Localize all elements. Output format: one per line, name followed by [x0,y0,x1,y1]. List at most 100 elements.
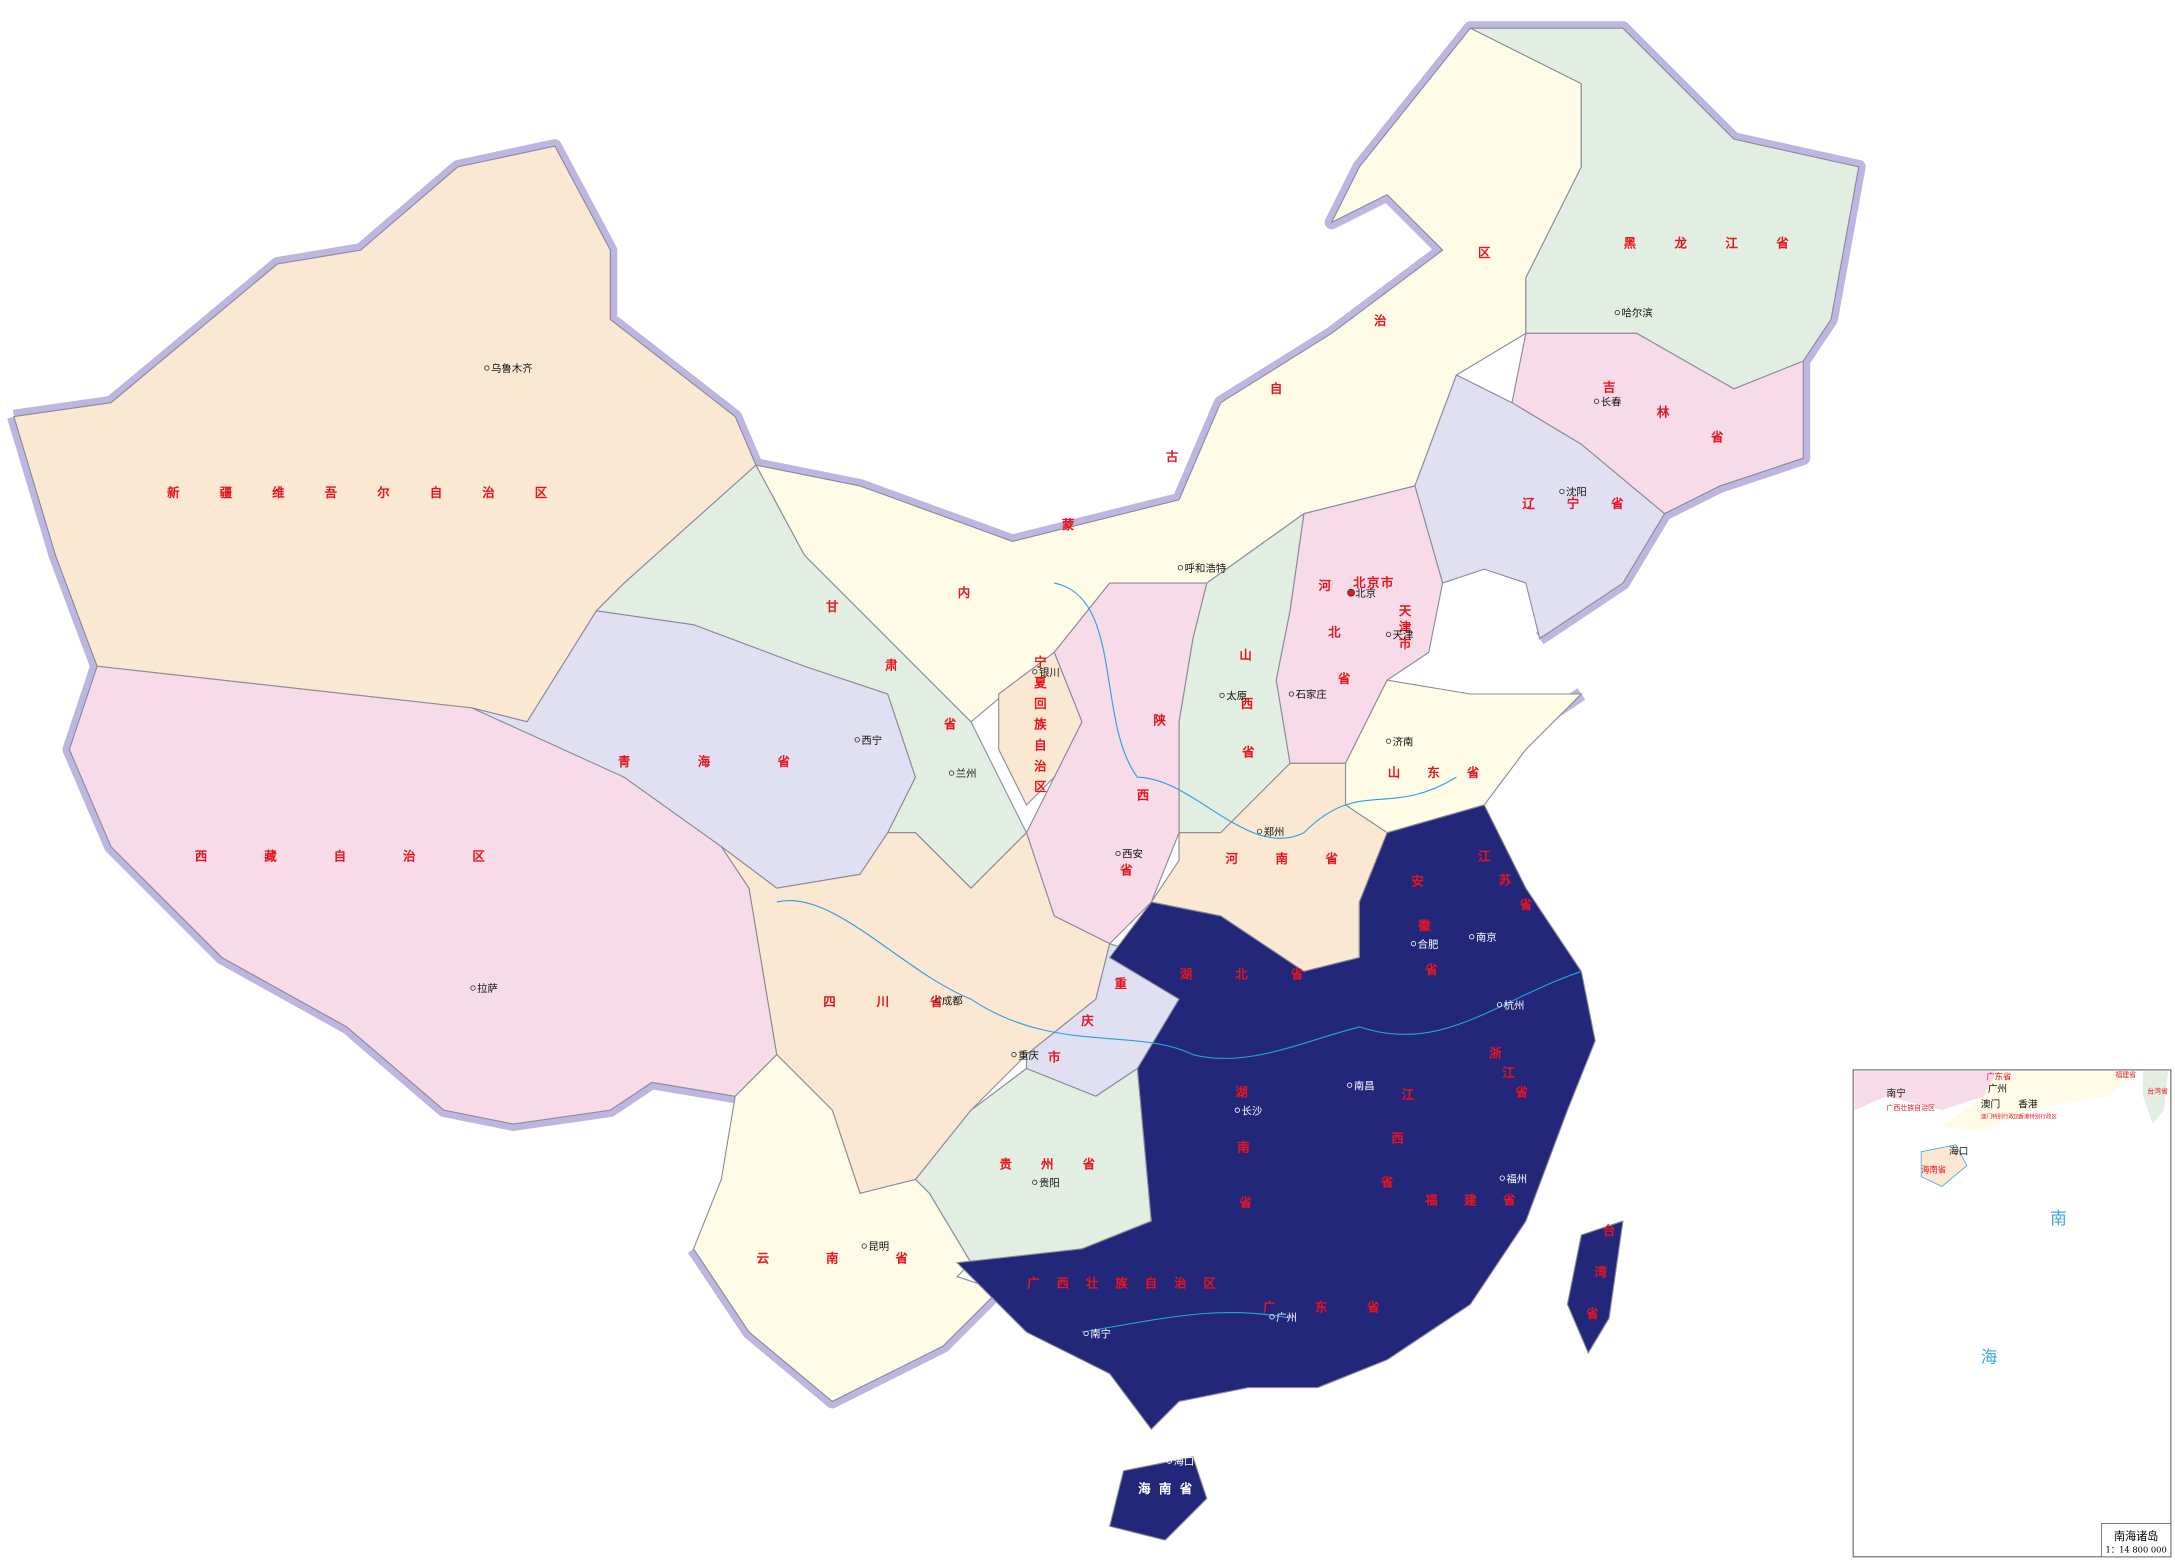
inset-label: 福建省 [2115,1070,2136,1079]
province-label: 福建省 [1424,1192,1516,1207]
city-marker-icon [1385,631,1392,637]
city-marker-icon [854,737,860,743]
inset-title: 南海诸岛 [2114,1529,2158,1543]
inset-label: 广西壮族自治区 [1886,1103,1935,1112]
city-label: 北京 [1355,587,1376,600]
city-label: 沈阳 [1566,486,1587,499]
province-shandong[interactable] [1344,679,1583,834]
province-label: 青海省 [618,754,791,769]
province-label: 山东省 [1388,765,1480,780]
city-marker-icon [1115,850,1121,857]
city-label: 西安 [1122,848,1143,861]
inset-label: 香港特别行政区 [2018,1112,2057,1120]
inset-label: 澳门 [1981,1097,2000,1110]
city-label: 呼和浩特 [1185,563,1227,575]
province-label: 河南省 [1226,851,1339,866]
city-label: 济南 [1393,735,1414,748]
city-marker-icon [1496,1002,1503,1008]
city-label: 合肥 [1418,938,1439,951]
city-marker-icon [1011,1052,1017,1058]
city-marker-icon [1347,1082,1353,1088]
inset-label: 海口 [1949,1145,1968,1158]
city-label: 南京 [1476,931,1497,944]
city-marker-icon [861,1243,867,1249]
city-marker-icon [935,997,941,1004]
city-label: 昆明 [868,1241,889,1253]
city-marker-icon [948,770,955,776]
city-label: 拉萨 [477,982,498,995]
city-marker-icon [1385,738,1392,744]
province-label: 黑龙江省 [1624,235,1790,250]
city-label: 长春 [1601,396,1622,408]
city-label: 天津 [1393,630,1414,642]
province-label: 广东省 [1263,1299,1380,1314]
province-label: 贵州省 [999,1156,1095,1171]
sea-char: 海 [1981,1348,1998,1367]
province-label: 云南省 [757,1251,909,1266]
city-marker-icon [1083,1330,1089,1337]
province-hainan[interactable] [1109,1456,1208,1541]
province-taiwan[interactable] [1566,1220,1624,1355]
inset-label: 香港 [2018,1098,2038,1110]
city-label: 福州 [1506,1172,1527,1185]
city-marker-icon [1032,669,1038,675]
province-label: 新疆维吾尔自治区 [167,485,548,500]
province-ningxia[interactable] [998,651,1083,806]
province-label: 天津市 [1399,603,1412,651]
city-marker-icon [1288,691,1295,697]
inset-label: 南宁 [1886,1086,1906,1099]
city-marker-icon [1593,398,1600,404]
province-label: 西藏自治区 [195,848,485,863]
city-marker-icon [1499,1175,1505,1181]
province-highlight[interactable] [955,804,1596,1431]
province-label: 重庆市 [1048,976,1128,1065]
city-label: 贵阳 [1039,1176,1060,1189]
inset-label: 台湾省 [2147,1086,2168,1095]
inset-label: 广东省 [1986,1072,2011,1082]
city-marker-icon [484,365,490,371]
province-label: 山西省 [1239,647,1255,759]
province-label: 内蒙古自治区 [958,245,1491,600]
province-label: 陕西省 [1119,713,1166,878]
city-marker-icon [1219,692,1225,699]
city-label: 广州 [1276,1312,1297,1324]
province-label: 海南省 [1138,1481,1193,1496]
rivers [776,582,1582,1333]
city-marker-icon [470,985,476,991]
province-label: 辽宁省 [1522,496,1624,511]
city-marker-icon [1256,828,1263,834]
province-label: 浙江省 [1489,1045,1528,1099]
city-marker-icon [1234,1107,1240,1113]
city-label: 重庆 [1018,1049,1039,1062]
city-label: 长沙 [1241,1105,1262,1117]
city-marker-icon [1469,934,1475,940]
province-label: 台湾省 [1585,1223,1615,1321]
province-label: 北京市 [1353,575,1394,590]
sea-char: 南 [2050,1209,2067,1228]
city-label: 银川 [1039,666,1060,679]
inset-scale: 1：14 800 000 [2106,1545,2167,1555]
province-labels: 新疆维吾尔自治区西藏自治区 青海省 甘肃省内蒙古自治区 黑龙江省吉林省辽宁省北京市河北… [167,235,1789,1496]
city-marker-icon [1269,1314,1275,1320]
city-marker-icon [1559,488,1565,495]
city-label: 南宁 [1090,1328,1111,1341]
province-label: 广西壮族自治区 [1027,1276,1216,1291]
inset-label: 广州 [1988,1083,2007,1095]
city-label: 成都 [942,996,963,1008]
city-marker-icon [1032,1179,1038,1185]
city-label: 哈尔滨 [1622,307,1653,320]
province-label: 安徽省 [1411,873,1438,977]
province-label: 甘肃省 [826,599,957,732]
city-marker-icon [1410,941,1417,947]
provinces [13,27,1860,1541]
city-label: 乌鲁木齐 [491,362,533,375]
province-yunnan[interactable] [692,1053,1000,1403]
province-label: 湖南省 [1235,1084,1252,1210]
inset-label: 海南省 [1921,1165,1946,1175]
city-marker-icon [1177,565,1184,571]
city-label: 杭州 [1504,999,1525,1012]
city-label: 海口 [1174,1455,1195,1468]
province-label: 江苏省 [1478,848,1533,912]
